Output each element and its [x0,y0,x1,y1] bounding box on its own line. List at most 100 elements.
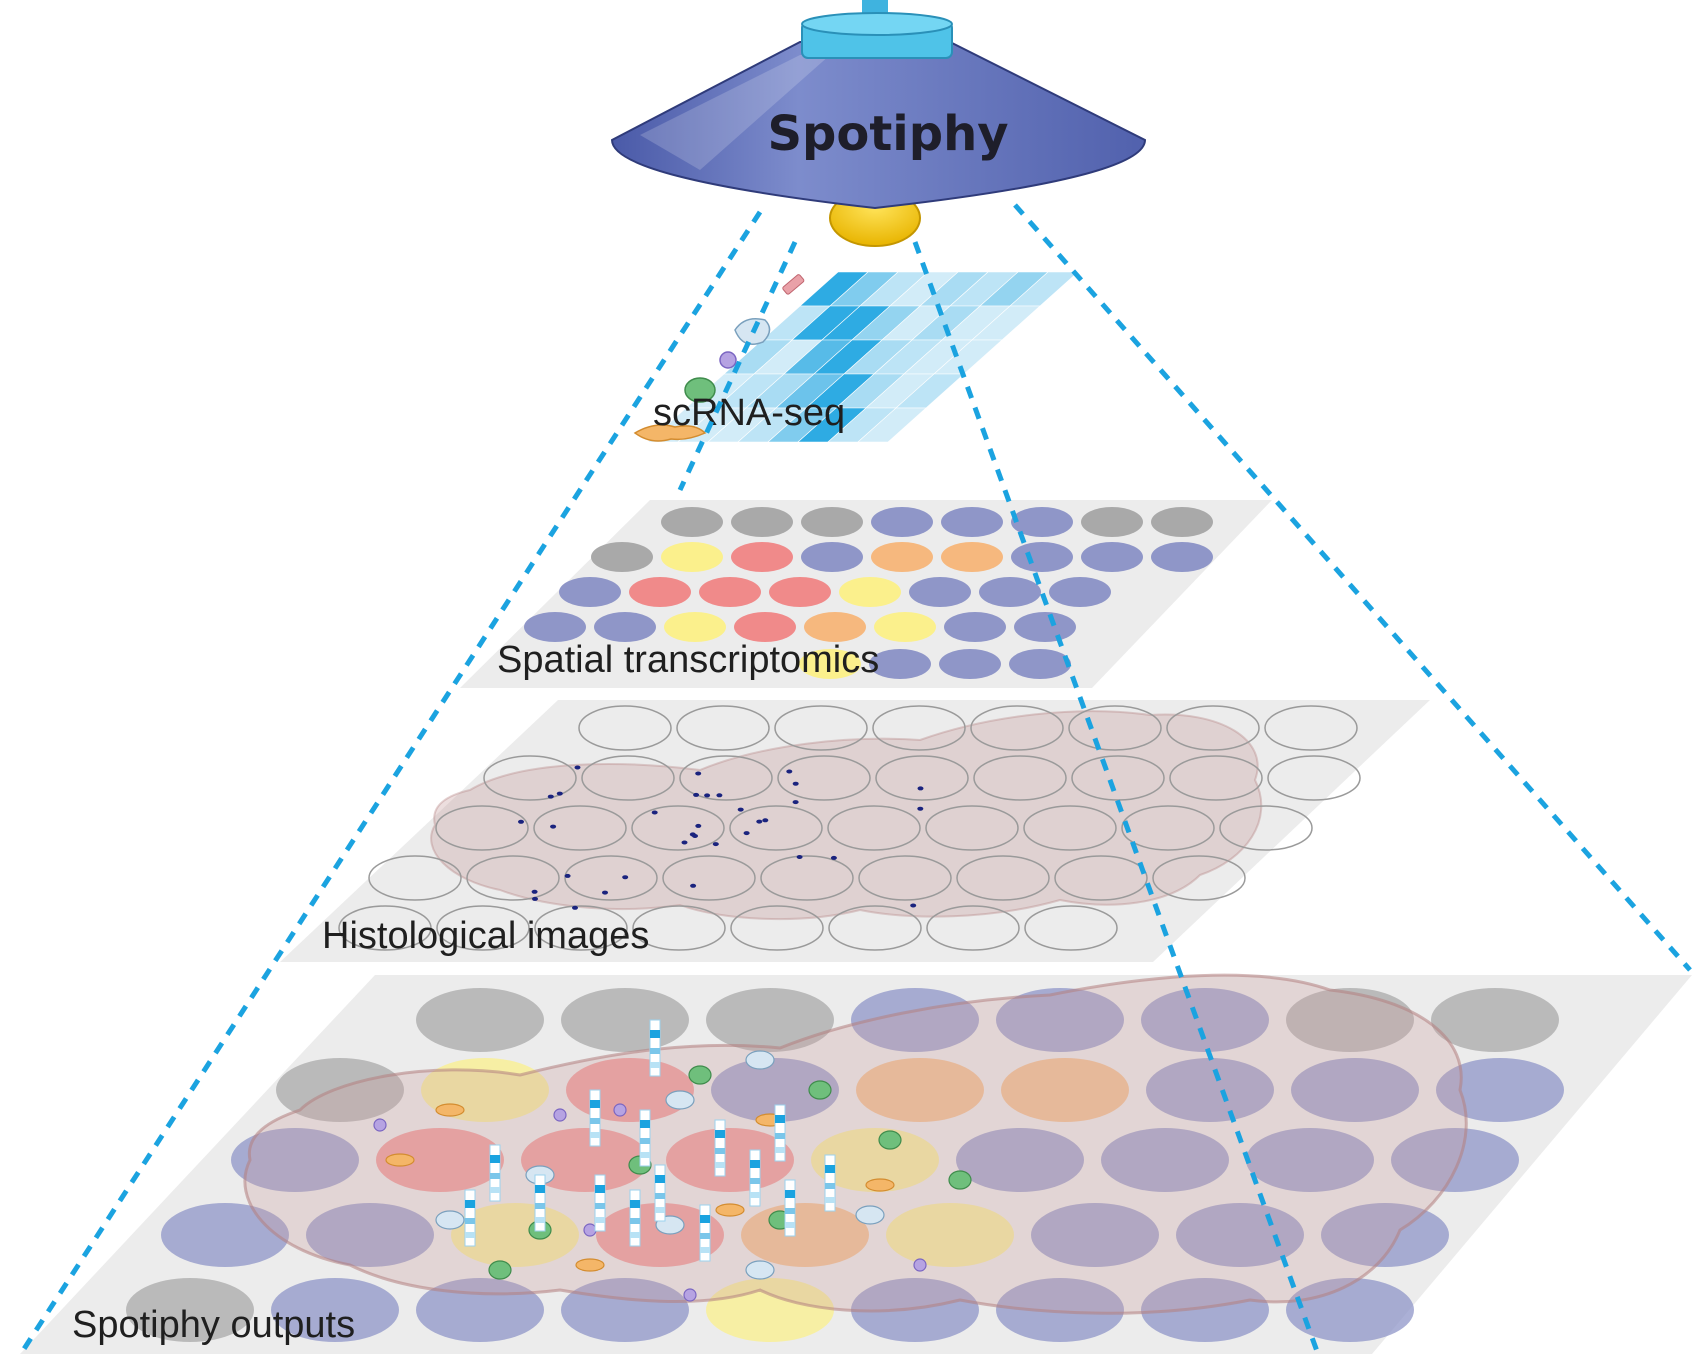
output-spot [1001,1058,1129,1122]
bar-band [595,1203,605,1209]
spatial-spot [804,612,866,642]
bar-band [640,1138,650,1144]
bar-band [590,1118,600,1124]
epithelial-cell-icon [435,1210,465,1230]
immune-cell-icon [719,351,737,369]
histology-spot-outline [676,705,770,751]
output-spot [856,1058,984,1122]
bar-band [715,1130,725,1138]
spatial-spot [871,542,933,572]
bar-band [785,1222,795,1228]
spatial-spot [799,649,861,679]
bar-band [715,1148,725,1154]
bar-band [490,1155,500,1163]
lamp-cap-top [801,12,953,36]
bar-band [535,1185,545,1193]
outputs-cell-icons [373,1019,972,1302]
spatial-spot [871,507,933,537]
output-spot [706,988,834,1052]
histology-spot-outline [662,855,756,901]
output-spot [1101,1128,1229,1192]
bar-band [775,1133,785,1139]
fibroblast-icon [435,1103,465,1117]
bar-band [750,1192,760,1198]
nucleus-dot [737,807,744,812]
output-spot [1286,988,1414,1052]
bar-band [595,1185,605,1193]
nucleus-dot [556,791,563,796]
output-spot [886,1203,1014,1267]
gene-expression-bar [654,1164,666,1222]
spatial-spot [909,577,971,607]
histology-spot-outline [564,855,658,901]
nucleus-dot [712,842,719,847]
spatial-spot [1081,542,1143,572]
outputs-spots [126,988,1564,1342]
muscle-cell-icon [782,274,805,295]
green-cell-icon [948,1170,972,1190]
histology-spot-outline [926,905,1020,951]
bar-band [650,1048,660,1054]
gene-expression-bar [824,1154,836,1212]
gene-expression-bar [464,1189,476,1247]
nucleus-dot [786,769,793,774]
lamp-shade [610,41,1147,210]
scrna-cell-icons [633,274,805,442]
epithelial-cell-icon [855,1205,885,1225]
immune-cell-icon [913,1258,927,1272]
gene-expression-bar [589,1089,601,1147]
spatial-spot [769,577,831,607]
layer-label-scrna-seq: scRNA-seq [653,392,845,434]
layer-label-histological-images: Histological images [322,915,649,957]
nucleus-dot [716,793,723,798]
histology-spot-outline [956,855,1050,901]
nucleus-dot [602,890,608,895]
spatial-spot [941,507,1003,537]
output-spot [1146,1058,1274,1122]
output-spot [1141,1278,1269,1342]
output-spot [811,1128,939,1192]
output-spot [956,1128,1084,1192]
histology-spot-outline [632,905,726,951]
histology-spot-outline [1267,755,1361,801]
nucleus-dot [550,824,557,829]
histology-spot-outline [1054,855,1148,901]
gene-expression-bar [534,1174,546,1232]
nucleus-dot [689,832,696,837]
nucleus-dot [651,810,658,815]
nucleus-dot [762,818,769,823]
spatial-spot [629,577,691,607]
fibroblast-icon [633,424,707,442]
spatial-spot [661,542,723,572]
spatial-spot [661,507,723,537]
histology-spot-outline [872,705,966,751]
fibroblast-icon [385,1153,415,1167]
output-spot [276,1058,404,1122]
nucleus-dot [574,765,581,770]
bar-band [775,1115,785,1123]
bar-band [630,1232,640,1238]
histology-spot-outline [436,905,530,951]
output-spot [1031,1203,1159,1267]
histology-spot-outline [338,905,432,951]
histology-nuclei [518,765,924,910]
layer-histological-images: Histological images [280,700,1430,962]
spatial-spot [731,507,793,537]
bar-band [700,1247,710,1253]
output-spot [596,1203,724,1267]
output-spot [851,1278,979,1342]
histology-spot-outline [729,805,823,851]
histology-spot-outline [760,855,854,901]
gene-expression-bar [699,1204,711,1262]
bar-band [490,1173,500,1179]
light-beams [19,203,1692,1355]
spatial-spot [664,612,726,642]
nucleus-dot [532,896,538,901]
lamp-title: Spotiphy [767,106,1008,162]
fibroblast-icon [865,1178,895,1192]
heatmap-cell [857,407,927,443]
green-cell-icon [878,1130,902,1150]
histology-spot-outline [875,755,969,801]
output-spot [666,1128,794,1192]
